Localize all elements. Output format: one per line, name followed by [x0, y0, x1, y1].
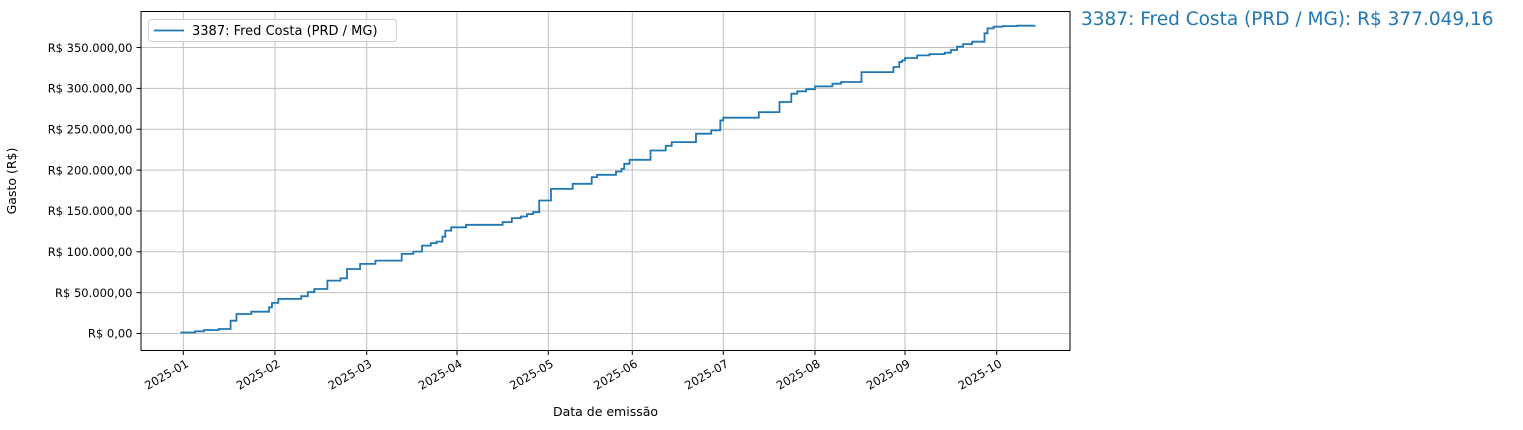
y-tick-label: R$ 100.000,00 — [48, 245, 133, 259]
x-tick-label: 2025-08 — [774, 356, 823, 392]
x-axis-title: Data de emissão — [553, 404, 658, 419]
legend-box — [148, 19, 397, 42]
x-tick-label: 2025-06 — [591, 356, 640, 392]
x-tick-label: 2025-04 — [416, 356, 465, 392]
y-tick-label: R$ 150.000,00 — [48, 204, 133, 218]
y-tick-label: R$ 0,00 — [88, 327, 133, 341]
x-tick-label: 2025-01 — [142, 356, 191, 392]
y-tick-label: R$ 300.000,00 — [48, 82, 133, 96]
x-tick-label: 2025-02 — [234, 356, 283, 392]
x-tick-label: 2025-07 — [682, 356, 731, 392]
legend: 3387: Fred Costa (PRD / MG) — [148, 19, 397, 42]
y-tick-label: R$ 250.000,00 — [48, 122, 133, 136]
y-axis-title: Gasto (R$) — [4, 148, 19, 215]
plot-border — [140, 11, 1071, 351]
y-tick-label: R$ 50.000,00 — [55, 286, 133, 300]
grid-layer — [141, 11, 1070, 351]
x-tick-label: 2025-05 — [507, 356, 556, 392]
legend-label: 3387: Fred Costa (PRD / MG) — [192, 24, 378, 39]
x-tick-label: 2025-03 — [326, 356, 375, 392]
y-tick-label: R$ 350.000,00 — [48, 41, 133, 55]
y-tick-label: R$ 200.000,00 — [48, 163, 133, 177]
series-total-annotation: 3387: Fred Costa (PRD / MG): R$ 377.049,… — [1081, 9, 1494, 30]
x-tick-label: 2025-10 — [956, 356, 1005, 392]
x-tick-label: 2025-09 — [864, 356, 913, 392]
series-line — [180, 24, 1036, 334]
